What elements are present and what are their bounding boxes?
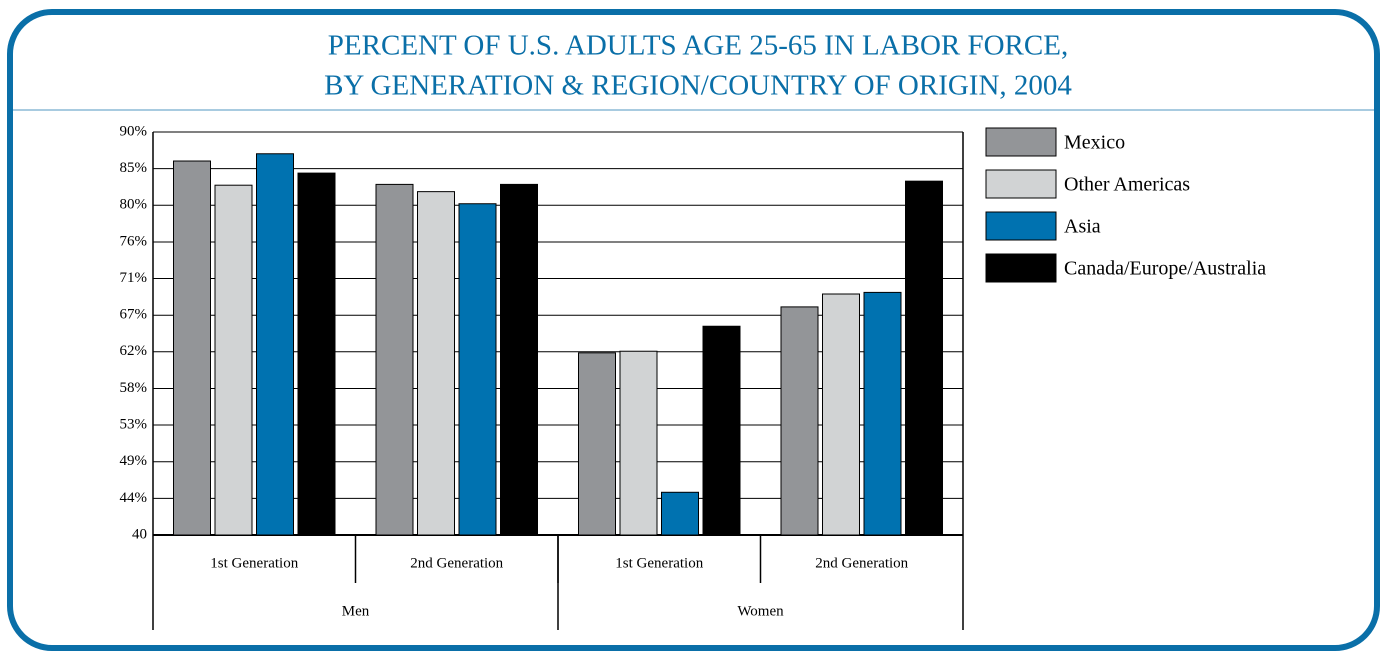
legend-swatch: [985, 211, 1057, 241]
bar: [500, 183, 538, 536]
bar: [863, 291, 902, 536]
y-tick-label: 71%: [120, 270, 148, 286]
y-tick-label: 85%: [120, 160, 148, 176]
legend-swatch: [985, 253, 1057, 283]
y-tick-label: 90%: [120, 123, 148, 139]
bar: [702, 325, 741, 536]
bar: [780, 306, 819, 536]
frame: [7, 9, 1380, 651]
y-tick-label: 49%: [120, 453, 148, 469]
bar: [619, 350, 658, 536]
bar: [297, 172, 336, 536]
legend-swatch: [985, 127, 1057, 157]
x-tick-label: 1st Generation: [210, 555, 298, 571]
chart-title: BY GENERATION & REGION/COUNTRY OF ORIGIN…: [324, 70, 1072, 102]
group-label: Men: [342, 603, 370, 619]
bar: [905, 180, 943, 536]
legend-label: Other Americas: [1064, 174, 1190, 196]
y-tick-label: 40: [132, 526, 147, 542]
group-label: Women: [737, 603, 784, 619]
legend-label: Mexico: [1064, 132, 1125, 154]
bar: [458, 203, 497, 536]
x-tick-label: 2nd Generation: [815, 555, 908, 571]
bar: [417, 191, 455, 536]
bar: [661, 491, 699, 536]
y-tick-label: 58%: [120, 380, 148, 396]
y-tick-label: 44%: [120, 490, 148, 506]
y-tick-label: 80%: [120, 197, 148, 213]
bar: [375, 183, 414, 536]
x-tick-label: 2nd Generation: [410, 555, 503, 571]
chart-title: PERCENT OF U.S. ADULTS AGE 25-65 IN LABO…: [328, 30, 1068, 62]
bar: [822, 293, 860, 536]
bar: [256, 153, 294, 536]
y-tick-label: 76%: [120, 233, 148, 249]
legend-label: Asia: [1064, 216, 1101, 238]
y-tick-label: 62%: [120, 343, 148, 359]
y-tick-label: 53%: [120, 416, 148, 432]
bar: [214, 184, 253, 536]
bar: [578, 352, 616, 536]
legend-label: Canada/Europe/Australia: [1064, 258, 1266, 280]
y-tick-label: 67%: [120, 307, 148, 323]
legend-swatch: [985, 169, 1057, 199]
x-tick-label: 1st Generation: [615, 555, 703, 571]
bar: [173, 160, 211, 536]
